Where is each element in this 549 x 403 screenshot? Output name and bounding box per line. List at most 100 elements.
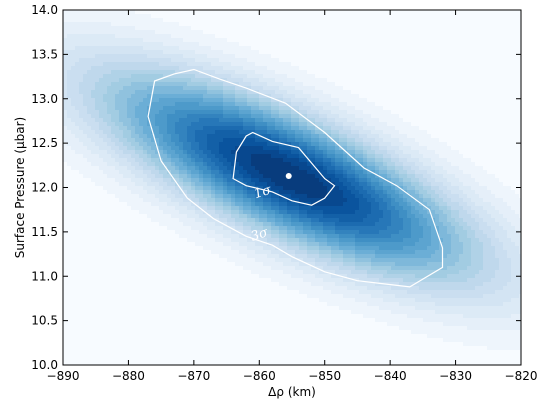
heat-cell — [251, 266, 256, 271]
heat-cell — [207, 38, 212, 43]
heat-cell — [135, 218, 140, 223]
heat-cell — [183, 266, 188, 271]
heat-cell — [67, 58, 72, 63]
heat-cell — [111, 330, 116, 335]
heat-cell — [203, 314, 208, 319]
heat-cell — [183, 142, 188, 147]
heat-cell — [175, 298, 180, 303]
heat-cell — [223, 34, 228, 39]
heat-cell — [95, 258, 100, 263]
heat-cell — [135, 350, 140, 355]
heat-cell — [163, 294, 168, 299]
heat-cell — [103, 186, 108, 191]
heat-cell — [127, 90, 132, 95]
heat-cell — [139, 126, 144, 131]
heat-cell — [183, 62, 188, 67]
heat-cell — [219, 342, 224, 347]
heat-cell — [235, 242, 240, 247]
heat-cell — [151, 162, 156, 167]
heat-cell — [147, 82, 152, 87]
heat-cell — [263, 134, 268, 139]
heat-cell — [255, 54, 260, 59]
heat-cell — [171, 242, 176, 247]
heat-cell — [243, 330, 248, 335]
heat-cell — [79, 10, 84, 15]
heat-cell — [159, 78, 164, 83]
heat-cell — [247, 66, 252, 71]
heat-cell — [163, 238, 168, 243]
heat-cell — [115, 242, 120, 247]
heat-cell — [147, 18, 152, 23]
heat-cell — [243, 134, 248, 139]
heat-cell — [179, 102, 184, 107]
heat-cell — [251, 190, 256, 195]
heat-cell — [187, 90, 192, 95]
heat-cell — [75, 66, 80, 71]
heat-cell — [119, 354, 124, 359]
heat-cell — [115, 354, 120, 359]
heat-cell — [63, 286, 68, 291]
heat-cell — [63, 66, 68, 71]
heat-cell — [159, 142, 164, 147]
heat-cell — [239, 158, 244, 163]
heat-cell — [107, 290, 112, 295]
heat-cell — [199, 162, 204, 167]
heat-cell — [131, 130, 136, 135]
heat-cell — [127, 62, 132, 67]
heat-cell — [199, 214, 204, 219]
heat-cell — [119, 298, 124, 303]
heat-cell — [255, 94, 260, 99]
heat-cell — [159, 338, 164, 343]
heat-cell — [279, 210, 284, 215]
heat-cell — [223, 178, 228, 183]
heat-cell — [251, 298, 256, 303]
heat-cell — [143, 14, 148, 19]
heat-cell — [155, 210, 160, 215]
heat-cell — [191, 314, 196, 319]
heat-cell — [71, 342, 76, 347]
heat-cell — [227, 82, 232, 87]
heat-cell — [211, 150, 216, 155]
heat-cell — [259, 106, 264, 111]
heat-cell — [183, 98, 188, 103]
heat-cell — [183, 306, 188, 311]
heat-cell — [227, 154, 232, 159]
heat-cell — [231, 246, 236, 251]
heat-cell — [63, 42, 68, 47]
heat-cell — [207, 42, 212, 47]
heat-cell — [191, 326, 196, 331]
heat-cell — [207, 278, 212, 283]
heat-cell — [139, 338, 144, 343]
heat-cell — [207, 98, 212, 103]
heat-cell — [159, 362, 164, 365]
heat-cell — [179, 46, 184, 51]
heat-cell — [83, 202, 88, 207]
heat-cell — [99, 126, 104, 131]
heat-cell — [67, 38, 72, 43]
heat-cell — [251, 70, 256, 75]
heat-cell — [71, 146, 76, 151]
heat-cell — [79, 274, 84, 279]
heat-cell — [207, 118, 212, 123]
heat-cell — [239, 146, 244, 151]
heat-cell — [219, 358, 224, 363]
heat-cell — [283, 310, 288, 315]
heat-cell — [195, 138, 200, 143]
heat-cell — [75, 30, 80, 35]
heat-cell — [71, 26, 76, 31]
heat-cell — [243, 150, 248, 155]
heat-cell — [179, 74, 184, 79]
heat-cell — [135, 106, 140, 111]
heat-cell — [163, 286, 168, 291]
heat-cell — [63, 90, 68, 95]
heat-cell — [151, 314, 156, 319]
heat-cell — [95, 266, 100, 271]
heat-cell — [271, 30, 276, 35]
heat-cell — [283, 58, 288, 63]
heat-cell — [279, 202, 284, 207]
heat-cell — [187, 274, 192, 279]
heat-cell — [75, 342, 80, 347]
heat-cell — [71, 282, 76, 287]
heat-cell — [159, 82, 164, 87]
heat-cell — [167, 198, 172, 203]
